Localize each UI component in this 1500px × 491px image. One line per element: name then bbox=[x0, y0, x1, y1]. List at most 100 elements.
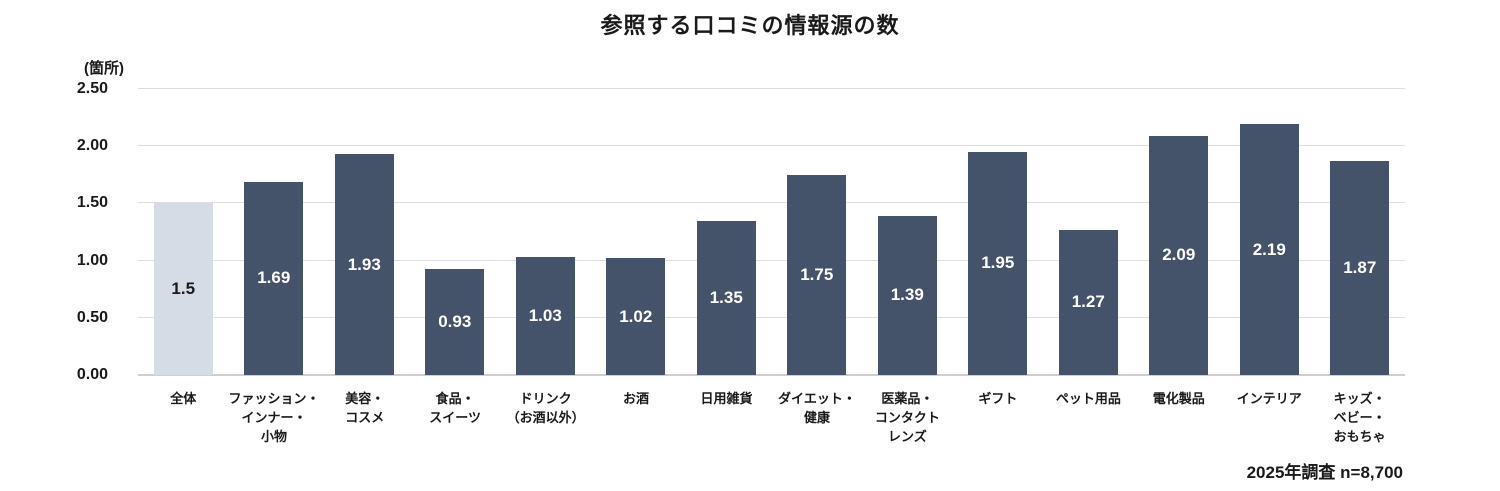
plot-area: 1.5 1.69 1.93 0.93 1.03 1.02 1.35 1.75 1.39 1.95 1… bbox=[138, 88, 1405, 376]
bar-value-label: 2.19 bbox=[1252, 239, 1286, 259]
y-tick-label: 0.00 bbox=[76, 366, 108, 383]
y-tick-label: 1.00 bbox=[76, 251, 108, 269]
bar: 0.93 bbox=[425, 268, 485, 375]
x-tick-label: ファッション・ インナー・小物 bbox=[228, 389, 319, 446]
y-tick-label: 1.50 bbox=[76, 194, 108, 212]
x-tick-label-line: スイーツ bbox=[429, 410, 482, 425]
bar-value-label: 1.39 bbox=[890, 285, 924, 305]
y-tick-label: 2.00 bbox=[76, 137, 108, 155]
y-axis-unit-label: (箇所) bbox=[84, 60, 124, 77]
bar-slot: 1.95 bbox=[953, 89, 1044, 375]
x-tick-label-line: 健康 bbox=[803, 410, 830, 425]
bar: 1.02 bbox=[606, 258, 666, 375]
x-tick-label-line: 日用雑貨 bbox=[700, 391, 753, 406]
bar: 2.09 bbox=[1149, 135, 1209, 375]
bar: 1.75 bbox=[787, 174, 847, 375]
gridline bbox=[138, 316, 1405, 318]
x-tick-label-line: 電化製品 bbox=[1152, 391, 1205, 406]
chart-title: 参照する口コミの情報源の数 bbox=[600, 13, 900, 38]
bar-slot: 2.19 bbox=[1224, 89, 1315, 375]
x-tick-label-line: インテリア bbox=[1236, 391, 1302, 406]
bar-value-label: 1.69 bbox=[257, 268, 291, 288]
y-tick-label: 2.50 bbox=[76, 80, 108, 97]
bar-slot: 1.35 bbox=[681, 89, 772, 375]
bar-slot: 1.5 bbox=[138, 89, 229, 375]
bar: 1.39 bbox=[877, 215, 937, 375]
bar-value-label: 1.75 bbox=[800, 264, 834, 284]
bar-slot: 1.93 bbox=[319, 89, 410, 375]
y-tick-label: 0.50 bbox=[76, 308, 108, 326]
x-tick-label: ペット用品 bbox=[1043, 389, 1133, 446]
bar-slot: 0.93 bbox=[410, 89, 501, 375]
x-tick-label: 全体 bbox=[138, 389, 228, 446]
bar: 1.27 bbox=[1058, 229, 1118, 375]
x-tick-label-line: （お酒以外） bbox=[506, 410, 585, 425]
bar-slot: 1.69 bbox=[229, 89, 320, 375]
x-tick-label-line: レンズ bbox=[888, 429, 927, 444]
bar: 1.03 bbox=[515, 257, 575, 375]
bar-value-label: 1.95 bbox=[981, 253, 1015, 273]
x-tick-label: 電化製品 bbox=[1134, 389, 1224, 446]
x-tick-label-line: ベビー・ bbox=[1333, 410, 1386, 425]
x-tick-label: ギフト bbox=[953, 389, 1043, 446]
bar: 2.19 bbox=[1239, 124, 1299, 375]
bar: 1.87 bbox=[1330, 161, 1390, 375]
x-tick-label-line: コンタクト bbox=[874, 410, 940, 425]
bar-value-label: 0.93 bbox=[438, 311, 472, 331]
x-tick-label-line: おもちゃ bbox=[1333, 429, 1386, 444]
bar-value-label: 1.02 bbox=[619, 306, 653, 326]
bar-value-label: 1.87 bbox=[1343, 258, 1377, 278]
bar: 1.93 bbox=[334, 154, 394, 375]
gridline bbox=[138, 88, 1405, 89]
bar-slot: 1.75 bbox=[772, 89, 863, 375]
x-tick-label-line: インナー・ bbox=[241, 410, 307, 425]
bar-slot: 2.09 bbox=[1134, 89, 1225, 375]
bar-value-label: 1.27 bbox=[1071, 292, 1105, 312]
x-tick-label-line: ファッション・ bbox=[228, 391, 320, 406]
bar-value-label: 1.35 bbox=[709, 287, 743, 307]
bar-value-label: 1.5 bbox=[171, 279, 196, 299]
x-axis-tick-labels: 全体 ファッション・ インナー・ 小物 美容・ コスメ 食品・ スイーツ ドリンク （お酒以外）お… bbox=[138, 389, 1405, 446]
x-axis-baseline bbox=[138, 374, 1405, 376]
x-tick-label: 医薬品・コンタクトレンズ bbox=[862, 389, 952, 446]
x-tick-label-line: コスメ bbox=[345, 410, 385, 425]
x-tick-label-line: 小物 bbox=[260, 429, 287, 444]
x-tick-label-line: ギフト bbox=[978, 391, 1018, 406]
x-tick-label: ドリンク （お酒以外） bbox=[500, 389, 590, 446]
bar: 1.35 bbox=[696, 220, 756, 375]
x-tick-label: ダイエット・ 健康 bbox=[772, 389, 862, 446]
x-tick-label-line: お酒 bbox=[623, 391, 650, 406]
gridline bbox=[138, 259, 1405, 261]
x-tick-label-line: 食品・ bbox=[435, 391, 475, 406]
x-tick-label: お酒 bbox=[591, 389, 681, 446]
x-tick-label-line: ペット用品 bbox=[1055, 391, 1121, 406]
x-tick-label: 日用雑貨 bbox=[681, 389, 771, 446]
x-tick-label: キッズ・ベビー・おもちゃ bbox=[1314, 389, 1404, 446]
x-tick-label-line: ダイエット・ bbox=[778, 391, 856, 406]
x-tick-label: 食品・ スイーツ bbox=[410, 389, 500, 446]
bar-slot: 1.39 bbox=[862, 89, 953, 375]
x-tick-label-line: 医薬品・ bbox=[881, 391, 934, 406]
bar-value-label: 1.03 bbox=[528, 306, 562, 326]
x-tick-label-line: ドリンク bbox=[519, 391, 572, 406]
bar: 1.5 bbox=[153, 203, 213, 375]
bar-slot: 1.87 bbox=[1315, 89, 1406, 375]
bars-container: 1.5 1.69 1.93 0.93 1.03 1.02 1.35 1.75 1.39 1.95 1… bbox=[138, 89, 1405, 375]
x-tick-label: 美容・ コスメ bbox=[319, 389, 409, 446]
bar-value-label: 2.09 bbox=[1162, 245, 1196, 265]
bar-slot: 1.03 bbox=[500, 89, 591, 375]
bar-slot: 1.27 bbox=[1043, 89, 1134, 375]
y-axis-tick-labels: 2.50 2.00 1.50 1.00 0.50 0.00 bbox=[58, 80, 108, 383]
bar-value-label: 1.93 bbox=[347, 254, 381, 274]
bar-slot: 1.02 bbox=[591, 89, 682, 375]
x-tick-label: インテリア bbox=[1224, 389, 1314, 446]
bar: 1.95 bbox=[968, 151, 1028, 375]
x-tick-label-line: キッズ・ bbox=[1333, 391, 1386, 406]
survey-note: 2025年調査 n=8,700 bbox=[1246, 463, 1403, 482]
gridline bbox=[138, 145, 1405, 147]
x-tick-label-line: 美容・ bbox=[345, 391, 385, 406]
bar: 1.69 bbox=[244, 181, 304, 375]
x-tick-label-line: 全体 bbox=[170, 391, 197, 406]
gridline bbox=[138, 202, 1405, 204]
